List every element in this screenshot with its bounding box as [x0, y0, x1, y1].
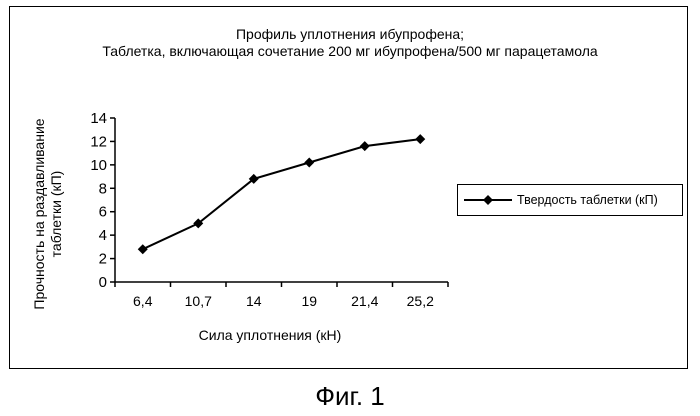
x-tick-label: 19 — [301, 293, 317, 309]
legend-series-marker — [464, 193, 512, 207]
legend-series-label: Твердость таблетки (кП) — [517, 193, 658, 207]
y-tick-label: 10 — [90, 157, 107, 174]
y-tick-label: 6 — [99, 204, 107, 221]
y-tick-label: 14 — [90, 110, 107, 127]
y-tick-label: 0 — [99, 274, 107, 291]
y-tick-label: 8 — [99, 180, 107, 197]
y-tick-label: 2 — [99, 251, 107, 268]
data-point — [138, 244, 148, 254]
x-axis-label: Сила уплотнения (кН) — [100, 327, 440, 343]
data-point — [360, 141, 370, 151]
legend: Твердость таблетки (кП) — [457, 184, 683, 216]
y-tick-label: 4 — [99, 227, 107, 244]
data-point — [415, 134, 425, 144]
y-tick-label: 12 — [90, 133, 107, 150]
data-point — [304, 158, 314, 168]
x-tick-label: 10,7 — [185, 293, 212, 309]
x-tick-label: 6,4 — [133, 293, 153, 309]
x-tick-label: 14 — [246, 293, 262, 309]
x-tick-label: 21,4 — [351, 293, 378, 309]
series-line — [143, 139, 421, 249]
x-tick-label: 25,2 — [407, 293, 434, 309]
figure-caption: Фиг. 1 — [0, 381, 700, 412]
